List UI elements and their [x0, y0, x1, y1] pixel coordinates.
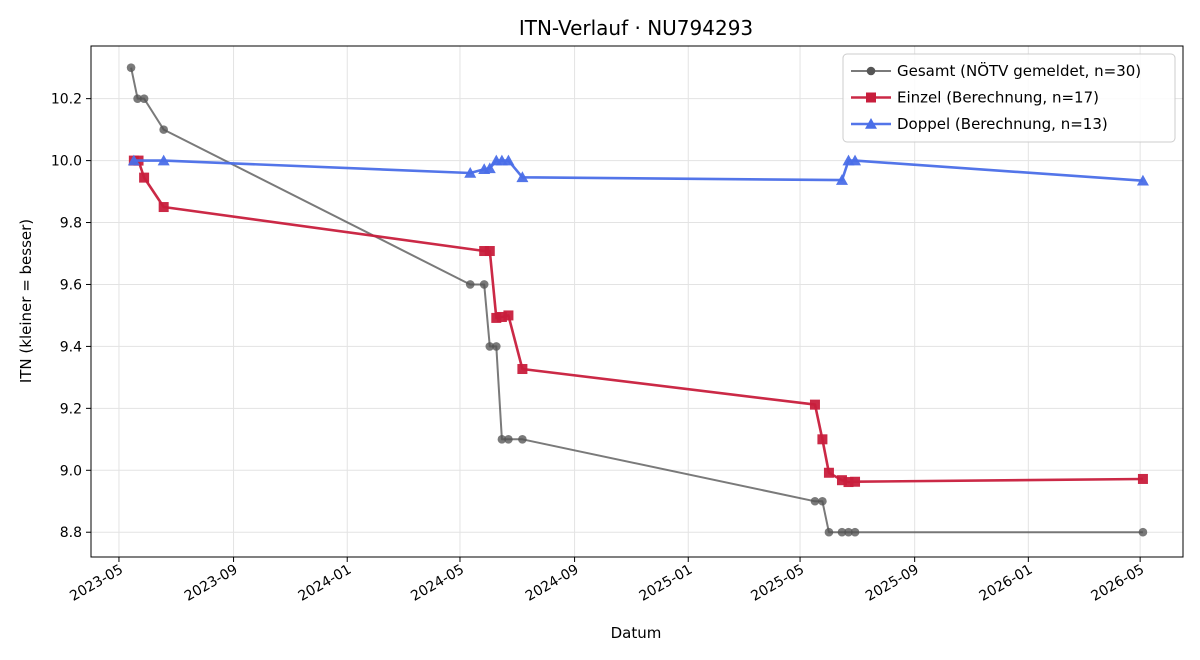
x-tick-label: 2024-05 [408, 562, 467, 605]
x-tick-label: 2025-01 [637, 562, 696, 605]
x-tick-label: 2025-09 [863, 562, 922, 605]
data-point [518, 435, 527, 444]
y-axis: 8.8 9.0 9.2 9.4 9.6 9.8 10.0 10.2 [51, 92, 91, 541]
data-point [483, 162, 496, 174]
plot-frame [90, 45, 1184, 558]
data-point [1138, 527, 1148, 537]
data-point [850, 476, 861, 487]
data-point [479, 280, 489, 289]
x-tick-label: 2025-05 [748, 562, 807, 605]
data-point [824, 527, 834, 537]
data-point [835, 174, 848, 185]
series-2 [127, 154, 1149, 186]
legend-item: Doppel (Berechnung, n=13) [851, 115, 1108, 133]
data-point [496, 311, 507, 322]
y-tick-label: 10.2 [51, 92, 82, 108]
legend-item: Gesamt (NÖTV gemeldet, n=30) [851, 61, 1141, 80]
data-point [139, 172, 150, 183]
y-tick-label: 9.6 [60, 277, 82, 293]
x-tick-label: 2026-01 [977, 562, 1036, 605]
data-point [126, 63, 136, 72]
data-point [809, 399, 820, 410]
y-tick-label: 9.4 [60, 339, 82, 355]
data-point [139, 94, 149, 103]
series-markers [126, 63, 1148, 537]
data-point [818, 496, 827, 506]
data-point [517, 364, 528, 375]
data-point [516, 171, 529, 183]
legend-marker [866, 66, 876, 76]
legend-marker [866, 92, 876, 103]
y-tick-label: 10.0 [51, 154, 82, 170]
data-point [479, 246, 490, 257]
data-point [843, 477, 854, 488]
data-point [503, 310, 514, 321]
x-axis-label: Datum [611, 624, 662, 642]
data-point [850, 527, 860, 537]
data-point [133, 94, 142, 103]
data-point [485, 342, 495, 351]
data-point [497, 435, 507, 444]
legend-box [842, 53, 1176, 143]
data-point [1136, 174, 1149, 186]
data-point [492, 342, 501, 351]
data-point [464, 166, 477, 178]
chart-title: ITN-Verlauf · NU794293 [519, 16, 753, 40]
data-point [491, 312, 502, 323]
y-axis-label: ITN (kleiner = besser) [17, 219, 35, 383]
y-tick-label: 8.8 [60, 525, 82, 541]
data-point [159, 125, 168, 134]
x-tick-label: 2023-05 [67, 562, 126, 605]
series-markers [127, 154, 1149, 186]
x-tick-label: 2024-09 [523, 562, 582, 605]
data-point [810, 496, 820, 506]
data-point [157, 154, 170, 166]
data-point [1137, 473, 1148, 484]
data-point [465, 280, 475, 289]
series-markers [128, 155, 1148, 488]
data-point [504, 435, 513, 444]
legend-label: Doppel (Berechnung, n=13) [897, 115, 1108, 133]
series-layer [126, 63, 1149, 537]
x-tick-label: 2023-09 [182, 562, 241, 605]
legend-marker [865, 118, 877, 129]
series-line [133, 159, 1143, 484]
data-point [817, 434, 828, 445]
data-point [837, 527, 847, 537]
y-tick-label: 9.8 [60, 216, 82, 232]
y-tick-label: 9.2 [60, 401, 82, 417]
series-line [133, 159, 1143, 182]
data-point [502, 154, 515, 166]
legend-item: Einzel (Berechnung, n=17) [851, 89, 1099, 107]
data-point [849, 154, 862, 166]
series-0 [126, 63, 1148, 537]
series-1 [128, 155, 1148, 488]
legend-label: Gesamt (NÖTV gemeldet, n=30) [897, 61, 1141, 80]
grid-lines [91, 46, 1183, 557]
data-point [158, 202, 169, 213]
data-point [836, 475, 847, 486]
y-tick-label: 9.0 [60, 463, 82, 479]
legend-label: Einzel (Berechnung, n=17) [897, 89, 1099, 107]
data-point [844, 527, 853, 537]
x-tick-label: 2024-01 [296, 562, 355, 605]
data-point [823, 467, 834, 478]
x-axis: 2023-05 2023-09 2024-01 2024-05 2024-09 2025-… [67, 557, 1147, 605]
legend: Gesamt (NÖTV gemeldet, n=30) Einzel (Bere… [842, 53, 1176, 143]
x-tick-label: 2026-05 [1088, 562, 1147, 605]
data-point [127, 154, 140, 166]
data-point [484, 246, 495, 257]
